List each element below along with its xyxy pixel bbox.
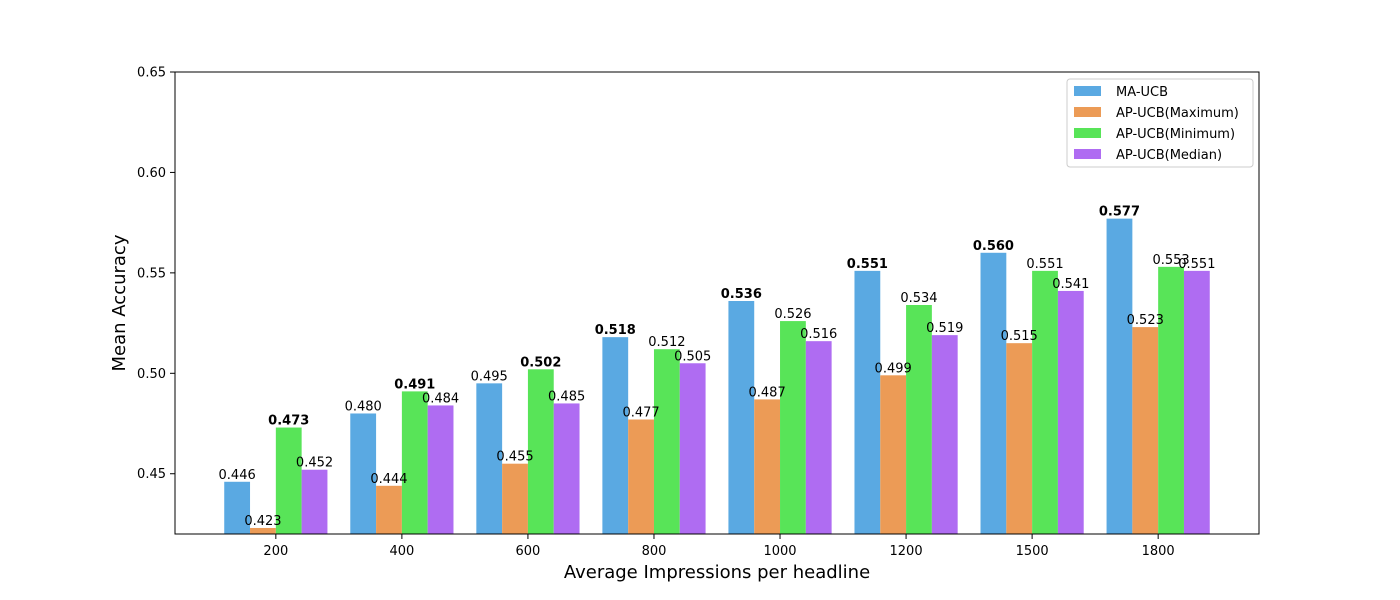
bar bbox=[250, 527, 276, 534]
bar bbox=[805, 341, 832, 534]
bar-value-label: 0.551 bbox=[1178, 257, 1215, 272]
bar-value-label: 0.484 bbox=[422, 391, 459, 406]
bar bbox=[931, 335, 958, 534]
bar bbox=[376, 485, 402, 534]
bar bbox=[401, 391, 428, 534]
bar-value-label: 0.519 bbox=[926, 321, 963, 336]
bar-value-label: 0.551 bbox=[1026, 257, 1063, 272]
y-tick-label: 0.65 bbox=[137, 66, 166, 81]
bar-value-label: 0.536 bbox=[721, 287, 762, 302]
x-axis: 200 400 600 800 1000 1200 1500 1800 bbox=[263, 534, 1175, 559]
bar bbox=[553, 403, 580, 534]
legend-label: AP-UCB(Minimum) bbox=[1116, 127, 1235, 142]
bar-value-label: 0.577 bbox=[1099, 205, 1140, 220]
bar bbox=[628, 419, 654, 534]
x-tick-label: 600 bbox=[516, 544, 541, 559]
legend: MA-UCB AP-UCB(Maximum) AP-UCB(Minimum) AP-U… bbox=[1066, 78, 1254, 168]
legend-label: MA-UCB bbox=[1116, 85, 1168, 100]
bar-value-label: 0.541 bbox=[1052, 277, 1089, 292]
y-tick-label: 0.55 bbox=[137, 266, 166, 281]
bar bbox=[854, 270, 881, 534]
bar-value-label: 0.526 bbox=[774, 307, 811, 322]
x-tick-label: 800 bbox=[642, 544, 667, 559]
bars-layer bbox=[224, 218, 1210, 535]
legend-label: AP-UCB(Median) bbox=[1116, 148, 1222, 163]
bar-value-label: 0.480 bbox=[345, 399, 382, 414]
bar bbox=[754, 399, 781, 534]
bar bbox=[224, 481, 251, 534]
bar-value-label: 0.446 bbox=[219, 468, 256, 483]
bar bbox=[1057, 290, 1084, 534]
x-tick-label: 1500 bbox=[1016, 544, 1049, 559]
x-tick-label: 200 bbox=[263, 544, 288, 559]
bar-value-label: 0.551 bbox=[847, 257, 888, 272]
bar bbox=[476, 383, 503, 534]
y-tick-label: 0.45 bbox=[137, 467, 166, 482]
bar-value-label: 0.485 bbox=[548, 389, 585, 404]
bar-value-label: 0.444 bbox=[370, 472, 407, 487]
bar-value-label: 0.491 bbox=[394, 377, 435, 392]
plot-frame bbox=[174, 71, 1260, 535]
x-tick-label: 1800 bbox=[1142, 544, 1175, 559]
bar-value-label: 0.516 bbox=[800, 327, 837, 342]
bar-value-label: 0.512 bbox=[648, 335, 685, 350]
bar bbox=[1106, 218, 1133, 535]
y-axis: 0.45 0.50 0.55 0.60 0.65 bbox=[137, 66, 175, 482]
bar bbox=[427, 405, 454, 534]
bar bbox=[502, 463, 528, 534]
bar bbox=[1032, 270, 1058, 534]
bar-value-label: 0.452 bbox=[296, 456, 333, 471]
bar-value-label: 0.515 bbox=[1001, 329, 1038, 344]
bar bbox=[780, 321, 806, 534]
bar bbox=[350, 413, 377, 534]
bar-value-label: 0.499 bbox=[875, 361, 912, 376]
legend-swatch bbox=[1074, 107, 1101, 117]
bar-value-label: 0.518 bbox=[595, 323, 636, 338]
bar-value-label: 0.495 bbox=[471, 369, 508, 384]
y-tick-label: 0.50 bbox=[137, 367, 166, 382]
bar bbox=[880, 375, 907, 534]
y-axis-label: Mean Accuracy bbox=[109, 234, 130, 371]
bar bbox=[602, 337, 629, 534]
bar bbox=[679, 363, 706, 534]
x-axis-label: Average Impressions per headline bbox=[564, 562, 870, 583]
bar bbox=[1158, 266, 1184, 534]
legend-swatch bbox=[1074, 128, 1101, 138]
y-tick-label: 0.60 bbox=[137, 166, 166, 181]
bar bbox=[653, 349, 680, 534]
bar-value-label: 0.505 bbox=[674, 349, 711, 364]
x-tick-label: 1200 bbox=[890, 544, 923, 559]
bar bbox=[728, 300, 755, 534]
bar-value-label: 0.553 bbox=[1152, 253, 1189, 268]
legend-box bbox=[1066, 78, 1254, 168]
legend-swatch bbox=[1074, 149, 1101, 159]
legend-swatch bbox=[1074, 86, 1101, 96]
value-labels-layer: 0.446 0.423 0.473 0.452 0.480 0.444 0.4910.484… bbox=[219, 205, 1216, 529]
bar bbox=[906, 305, 932, 534]
bar bbox=[1183, 270, 1210, 534]
bar-value-label: 0.487 bbox=[749, 385, 786, 400]
bar bbox=[1132, 327, 1159, 534]
legend-label: AP-UCB(Maximum) bbox=[1116, 106, 1239, 121]
bar-value-label: 0.523 bbox=[1127, 313, 1164, 328]
bar-value-label: 0.423 bbox=[244, 514, 281, 529]
bar bbox=[527, 369, 554, 534]
x-tick-label: 400 bbox=[389, 544, 414, 559]
bar-value-label: 0.502 bbox=[520, 355, 561, 370]
bar-value-label: 0.534 bbox=[900, 291, 937, 306]
bar-value-label: 0.473 bbox=[268, 414, 309, 429]
bar bbox=[301, 469, 328, 534]
bar bbox=[980, 252, 1007, 535]
bar-value-label: 0.455 bbox=[496, 450, 533, 465]
bar-value-label: 0.560 bbox=[973, 239, 1014, 254]
x-tick-label: 1000 bbox=[763, 544, 796, 559]
bar bbox=[275, 427, 302, 534]
bar bbox=[1006, 343, 1033, 534]
bar-value-label: 0.477 bbox=[622, 406, 659, 421]
